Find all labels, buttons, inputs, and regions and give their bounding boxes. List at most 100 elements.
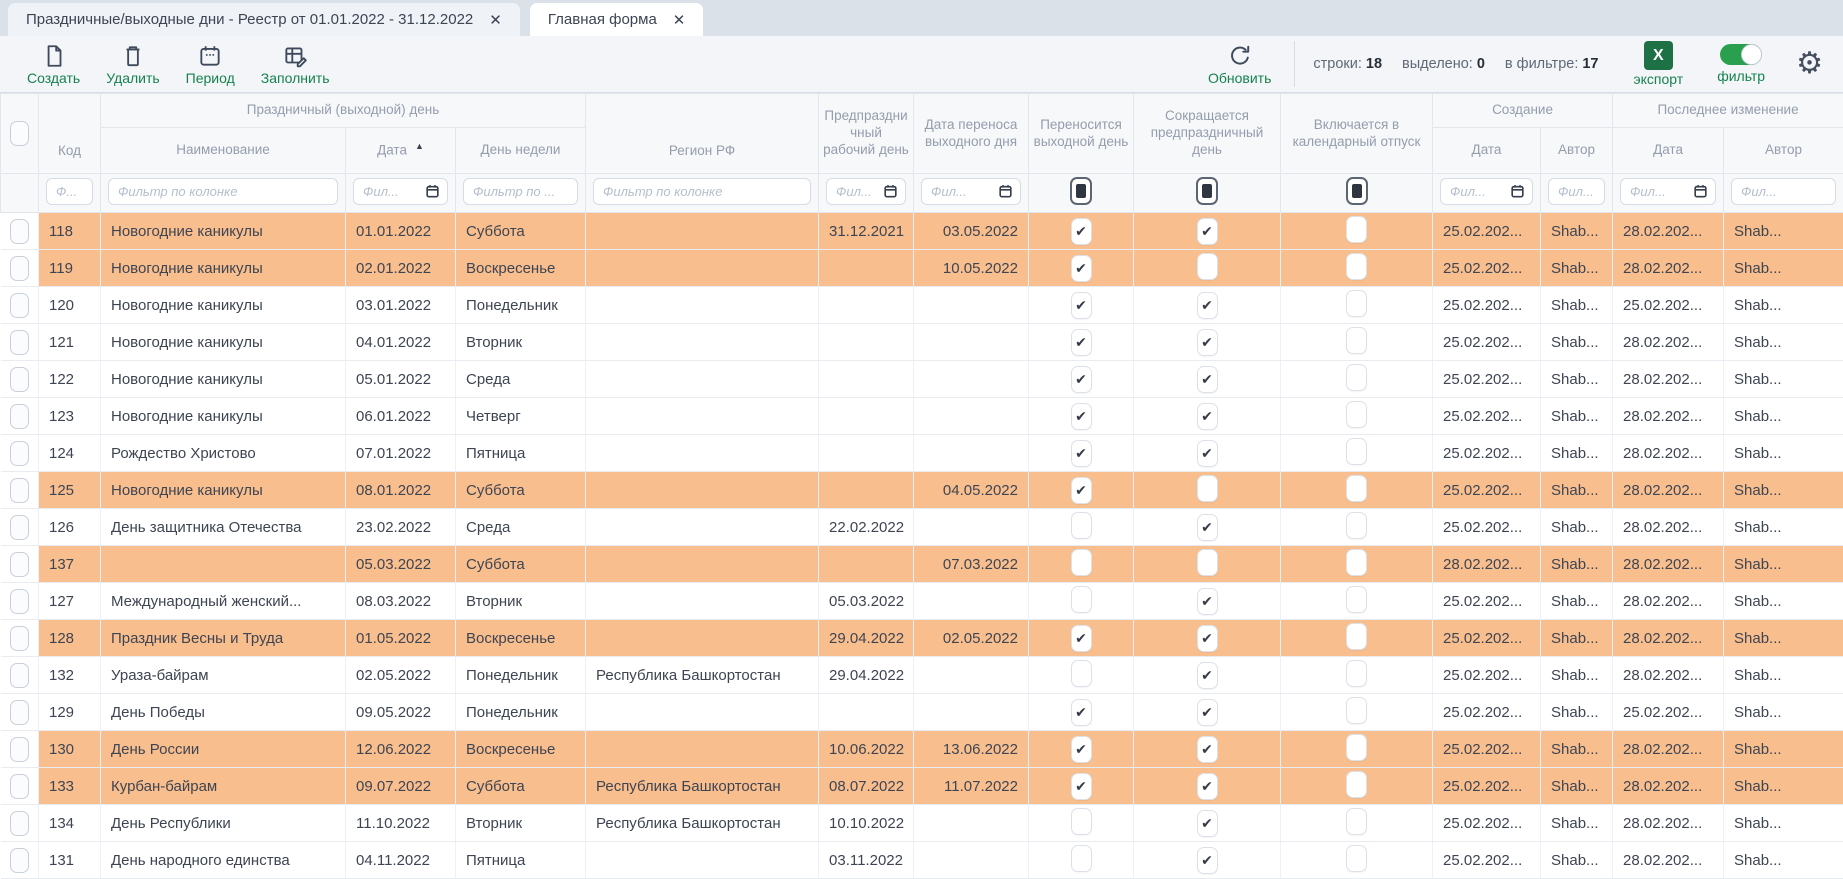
filter-name[interactable]	[108, 178, 338, 205]
checkbox-shortened-checked[interactable]: ✔	[1197, 662, 1218, 689]
refresh-button[interactable]: Обновить	[1195, 41, 1284, 88]
checkbox-transferred-checked[interactable]: ✔	[1071, 477, 1092, 504]
checkbox-vacation-unchecked[interactable]	[1346, 438, 1367, 465]
column-header-created-by[interactable]: Автор	[1541, 128, 1613, 174]
filter-transfer[interactable]	[921, 178, 1021, 205]
checkbox-transferred-checked[interactable]: ✔	[1071, 773, 1092, 800]
export-button[interactable]: X экспорт	[1621, 39, 1697, 89]
row-select-checkbox[interactable]	[10, 330, 29, 355]
checkbox-transferred-checked[interactable]: ✔	[1071, 255, 1092, 282]
row-select-checkbox[interactable]	[10, 848, 29, 873]
filter-checkbox-shortened[interactable]	[1196, 177, 1218, 205]
checkbox-transferred-unchecked[interactable]	[1071, 808, 1092, 835]
row-select-checkbox[interactable]	[10, 293, 29, 318]
checkbox-transferred-checked[interactable]: ✔	[1071, 218, 1092, 245]
checkbox-shortened-checked[interactable]: ✔	[1197, 329, 1218, 356]
checkbox-vacation-unchecked[interactable]	[1346, 734, 1367, 761]
row-select-checkbox[interactable]	[10, 515, 29, 540]
column-header-modified-date[interactable]: Дата	[1613, 128, 1724, 174]
checkbox-vacation-unchecked[interactable]	[1346, 660, 1367, 687]
row-select-checkbox[interactable]	[10, 219, 29, 244]
checkbox-vacation-unchecked[interactable]	[1346, 290, 1367, 317]
checkbox-transferred-unchecked[interactable]	[1071, 660, 1092, 687]
checkbox-transferred-unchecked[interactable]	[1071, 549, 1092, 576]
checkbox-shortened-checked[interactable]: ✔	[1197, 366, 1218, 393]
checkbox-vacation-unchecked[interactable]	[1346, 586, 1367, 613]
row-select-checkbox[interactable]	[10, 663, 29, 688]
row-select-checkbox[interactable]	[10, 774, 29, 799]
filter-created-date[interactable]	[1440, 178, 1533, 205]
filter-toggle-switch[interactable]	[1720, 44, 1762, 65]
column-header-weekday[interactable]: День недели	[456, 128, 586, 174]
checkbox-vacation-unchecked[interactable]	[1346, 216, 1367, 243]
checkbox-shortened-checked[interactable]: ✔	[1197, 588, 1218, 615]
checkbox-shortened-checked[interactable]: ✔	[1197, 403, 1218, 430]
row-select-checkbox[interactable]	[10, 367, 29, 392]
column-header-region[interactable]: Регион РФ	[586, 94, 819, 174]
filter-modified-date[interactable]	[1620, 178, 1716, 205]
checkbox-vacation-unchecked[interactable]	[1346, 808, 1367, 835]
checkbox-shortened-unchecked[interactable]	[1197, 253, 1218, 280]
row-select-checkbox[interactable]	[10, 626, 29, 651]
row-select-checkbox[interactable]	[10, 589, 29, 614]
checkbox-transferred-checked[interactable]: ✔	[1071, 699, 1092, 726]
row-select-checkbox[interactable]	[10, 552, 29, 577]
column-header-transferred[interactable]: Переносится выходной день	[1029, 94, 1134, 174]
column-header-date[interactable]: Дата▲	[346, 128, 456, 174]
row-select-checkbox[interactable]	[10, 700, 29, 725]
row-select-checkbox[interactable]	[10, 441, 29, 466]
filter-code[interactable]	[46, 178, 93, 205]
filter-checkbox-vacation[interactable]	[1346, 177, 1368, 205]
checkbox-vacation-unchecked[interactable]	[1346, 697, 1367, 724]
settings-gear-icon[interactable]: ⚙	[1796, 49, 1823, 79]
checkbox-vacation-unchecked[interactable]	[1346, 327, 1367, 354]
checkbox-vacation-unchecked[interactable]	[1346, 845, 1367, 872]
row-select-checkbox[interactable]	[10, 478, 29, 503]
period-button[interactable]: Период	[173, 41, 248, 88]
checkbox-transferred-checked[interactable]: ✔	[1071, 625, 1092, 652]
tab-registry[interactable]: Праздничные/выходные дни - Реестр от 01.…	[8, 3, 520, 36]
checkbox-shortened-unchecked[interactable]	[1197, 549, 1218, 576]
column-header-preholiday[interactable]: Предпраздничный рабочий день	[819, 94, 914, 174]
checkbox-transferred-checked[interactable]: ✔	[1071, 292, 1092, 319]
checkbox-transferred-checked[interactable]: ✔	[1071, 329, 1092, 356]
close-icon[interactable]: ✕	[673, 11, 686, 29]
checkbox-vacation-unchecked[interactable]	[1346, 253, 1367, 280]
delete-button[interactable]: Удалить	[93, 41, 172, 88]
column-header-code[interactable]: Код	[39, 94, 101, 174]
checkbox-shortened-checked[interactable]: ✔	[1197, 773, 1218, 800]
tab-main-form[interactable]: Главная форма ✕	[530, 3, 704, 36]
checkbox-shortened-checked[interactable]: ✔	[1197, 440, 1218, 467]
close-icon[interactable]: ✕	[489, 11, 502, 29]
filter-modified-by[interactable]	[1731, 178, 1836, 205]
checkbox-vacation-unchecked[interactable]	[1346, 623, 1367, 650]
select-all-checkbox[interactable]	[10, 121, 29, 146]
row-select-checkbox[interactable]	[10, 404, 29, 429]
checkbox-transferred-checked[interactable]: ✔	[1071, 736, 1092, 763]
checkbox-vacation-unchecked[interactable]	[1346, 401, 1367, 428]
checkbox-transferred-checked[interactable]: ✔	[1071, 366, 1092, 393]
filter-created-by[interactable]	[1548, 178, 1605, 205]
checkbox-shortened-checked[interactable]: ✔	[1197, 218, 1218, 245]
filter-preholiday[interactable]	[826, 178, 906, 205]
filter-date[interactable]	[353, 178, 448, 205]
filter-toggle-button[interactable]: фильтр	[1704, 42, 1778, 86]
checkbox-vacation-unchecked[interactable]	[1346, 364, 1367, 391]
row-select-checkbox[interactable]	[10, 256, 29, 281]
column-header-shortened[interactable]: Сокращается предпраздничный день	[1134, 94, 1281, 174]
checkbox-transferred-unchecked[interactable]	[1071, 512, 1092, 539]
checkbox-transferred-unchecked[interactable]	[1071, 586, 1092, 613]
